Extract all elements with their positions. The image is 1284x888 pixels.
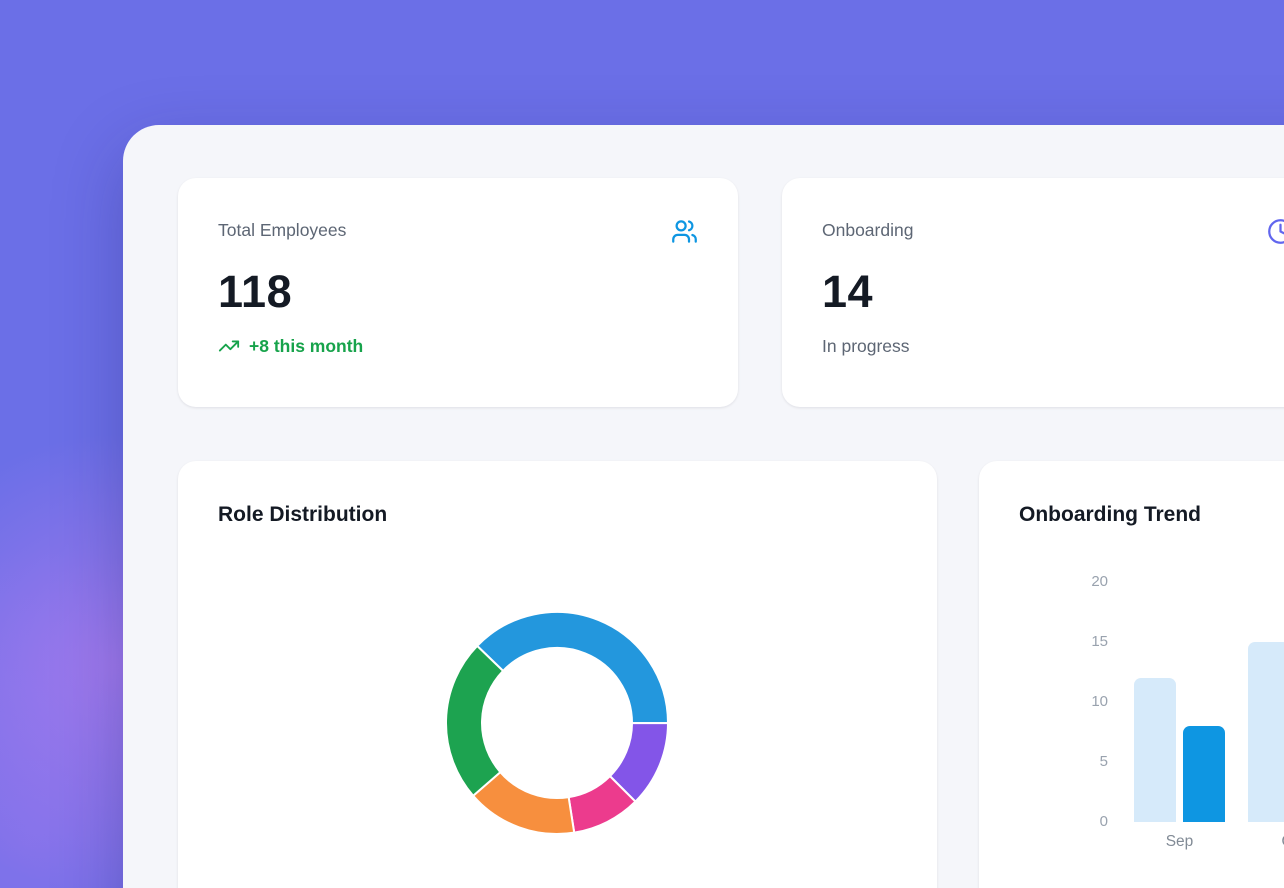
bar-sep-light-blue-bars (1134, 678, 1176, 822)
total-employees-label: Total Employees (218, 220, 347, 240)
users-icon (671, 218, 698, 245)
onboarding-trend-title: Onboarding Trend (1019, 503, 1201, 526)
onboarding-value: 14 (822, 266, 874, 317)
y-axis-tick-0: 0 (1099, 813, 1108, 830)
role-distribution-title: Role Distribution (218, 503, 388, 526)
onboarding-label: Onboarding (822, 220, 914, 240)
bar-sep-dark-blue-bars (1183, 726, 1225, 822)
onboarding-subtext-label: In progress (822, 336, 910, 356)
role-distribution-donut (445, 611, 670, 836)
trending-up-icon (218, 335, 240, 357)
role-distribution-chart (442, 608, 672, 838)
total-employees-trend-text: +8 this month (249, 336, 364, 356)
y-axis-tick-15: 15 (1091, 633, 1108, 650)
total-employees-trend: +8 this month (218, 334, 698, 358)
onboarding-header: Onboarding (822, 218, 1284, 245)
clock-icon (1267, 218, 1284, 245)
dashboard-panel: Total Employees 118 (123, 125, 1284, 888)
bar-oct-light-blue-bars (1248, 642, 1284, 822)
donut-slice-blue (476, 611, 670, 725)
total-employees-value: 118 (218, 266, 293, 317)
y-axis-tick-5: 5 (1099, 753, 1108, 770)
x-axis-label-sep: Sep (1165, 833, 1194, 850)
onboarding-card: Onboarding 14 In progress (782, 178, 1284, 407)
onboarding-trend-chart: 0 5 10 15 20 Sep Oct (979, 461, 1284, 888)
total-employees-header: Total Employees (218, 218, 698, 245)
total-employees-card: Total Employees 118 (178, 178, 738, 407)
onboarding-trend-card: Onboarding Trend 0 5 10 15 20 Sep Oct (979, 461, 1284, 888)
y-axis-tick-20: 20 (1091, 573, 1108, 590)
x-axis-label-oct: Oct (1254, 832, 1284, 852)
y-axis-tick-10: 10 (1091, 693, 1108, 710)
role-distribution-card: Role Distribution (178, 461, 937, 888)
onboarding-subtext: In progress (822, 334, 1284, 358)
donut-slice-green (445, 644, 505, 797)
